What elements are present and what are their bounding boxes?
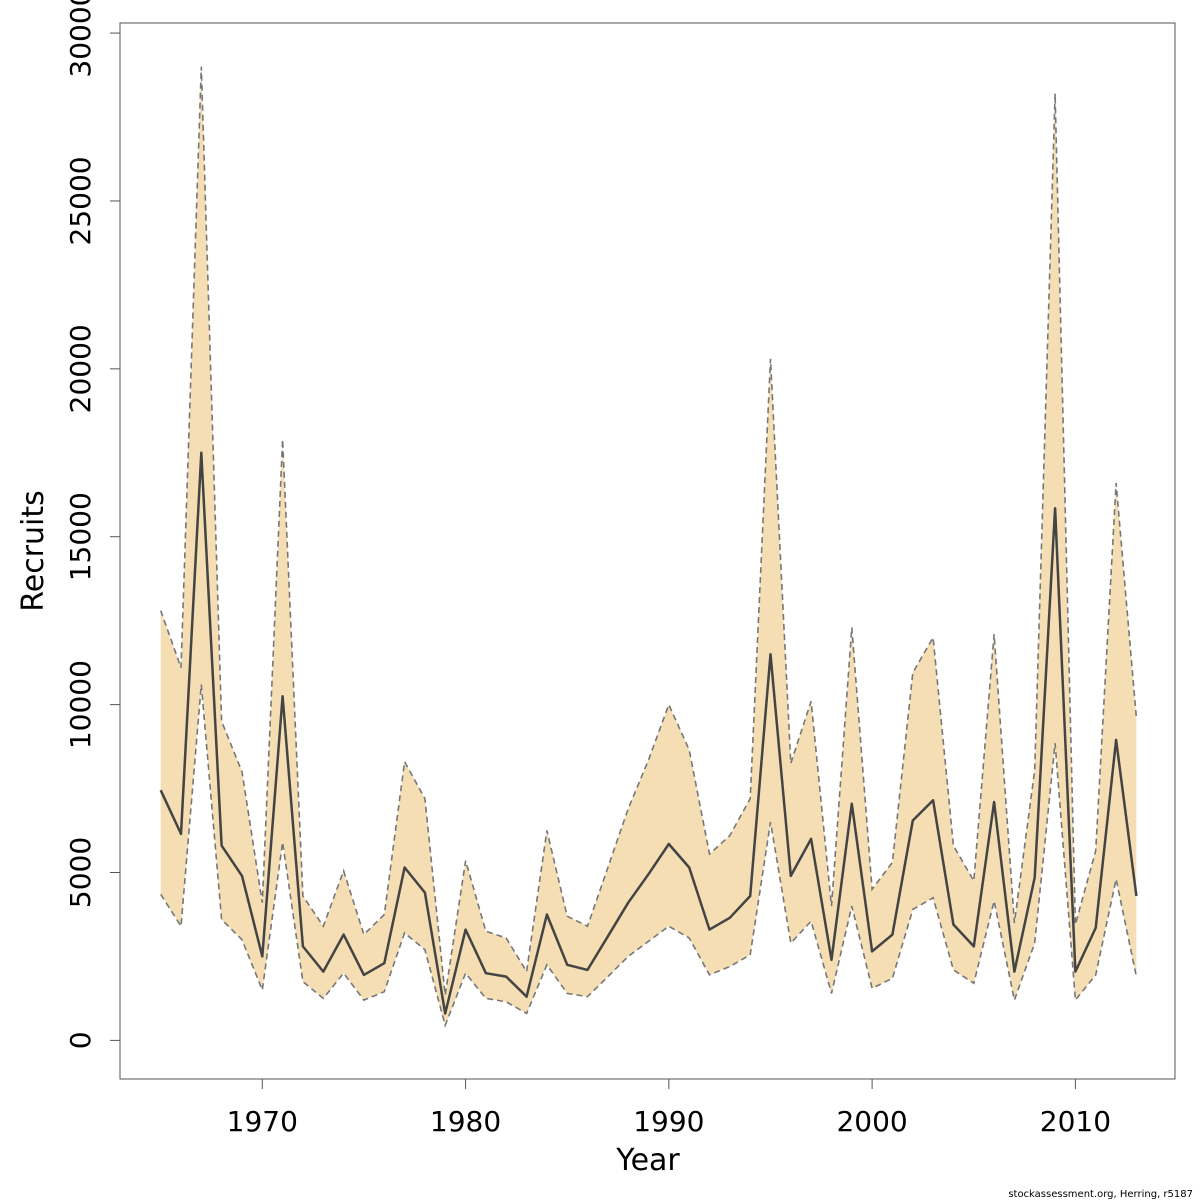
y-axis-title: Recruits [16,490,51,612]
confidence-band [160,66,1137,1026]
lower-bound-line [160,684,1138,1028]
x-tick-label: 2010 [1040,1105,1111,1138]
x-axis-title: Year [615,1143,680,1178]
y-tick-label: 10000 [64,660,97,749]
y-tick-label: 30000 [64,0,97,78]
confidence-bounds [159,66,1138,1028]
y-tick-label: 25000 [64,156,97,245]
ci-band-area [160,66,1137,1026]
x-tick-label: 1970 [227,1105,298,1138]
x-tick-label: 2000 [836,1105,907,1138]
y-tick-label: 15000 [64,492,97,581]
estimate-series [159,451,1138,1015]
y-tick-label: 5000 [64,837,97,908]
estimate-line [159,451,1138,1015]
y-tick-label: 20000 [64,324,97,413]
x-tick-label: 1990 [633,1105,704,1138]
credit-text: stockassessment.org, Herring, r5187 [1008,1189,1193,1200]
x-axis: 1970 1980 1990 2000 2010 [227,1078,1111,1138]
y-tick-label: 0 [64,1031,97,1049]
x-tick-label: 1980 [430,1105,501,1138]
y-axis: 0 5000 10000 15000 20000 25000 30000 [64,0,121,1049]
upper-bound-line [159,66,1138,996]
